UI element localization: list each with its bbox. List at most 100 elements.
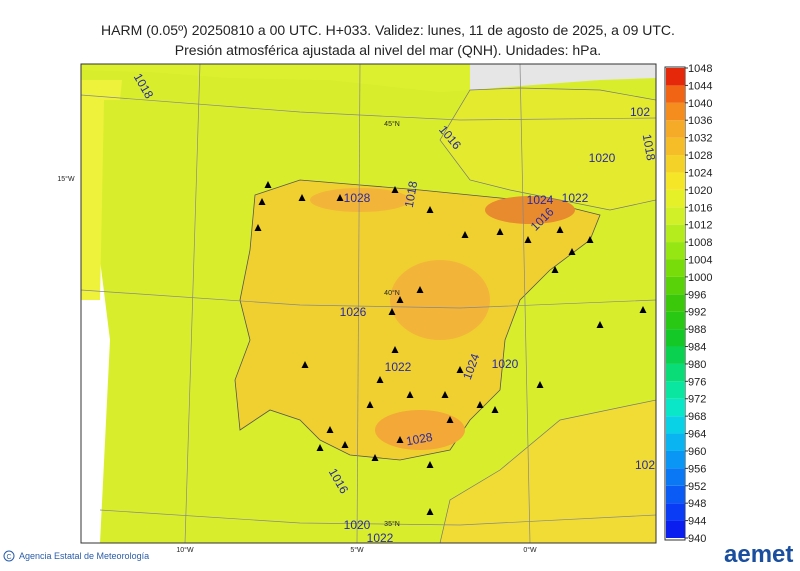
station: [301, 361, 309, 368]
map: [80, 63, 657, 544]
colorbar-label: 996: [688, 289, 706, 301]
station: [388, 308, 396, 315]
colorbar-segment: [666, 224, 685, 243]
colorbar-segment: [666, 207, 685, 225]
colorbar-segment: [666, 398, 685, 417]
title: HARM (0.05º) 20250810 a 00 UTC. H+033. V…: [101, 22, 675, 38]
colorbar-label: 1036: [688, 115, 712, 127]
contour-label: 1020: [589, 151, 616, 165]
colorbar-label: 988: [688, 324, 706, 336]
grid-label: 0°W: [523, 546, 537, 554]
station: [586, 236, 594, 243]
high-pressure-north: [310, 188, 410, 212]
colorbar-segment: [666, 311, 685, 330]
colorbar-label: 972: [688, 394, 706, 406]
grid-label: 15°W: [57, 175, 75, 183]
colorbar-label: 976: [688, 376, 706, 388]
colorbar-segment: [666, 102, 685, 121]
station: [441, 391, 449, 398]
contour-label: 1028: [405, 430, 434, 448]
station: [496, 228, 504, 235]
colorbar-segment: [666, 68, 685, 86]
colorbar-label: 968: [688, 411, 706, 423]
outside-domain-left: [81, 260, 110, 543]
sea-top: [81, 64, 470, 92]
colorbar-label: 956: [688, 463, 706, 475]
contour-label: 1024: [527, 193, 554, 207]
contour-label: 102: [635, 458, 655, 472]
meridian-5w: [356, 63, 361, 544]
station: [391, 346, 399, 353]
colorbar-segment: [666, 294, 685, 312]
station: [258, 198, 266, 205]
station: [298, 194, 306, 201]
colorbar-segment: [666, 189, 685, 208]
colorbar-label: 1020: [688, 185, 712, 197]
parallel-35: [99, 509, 657, 526]
station: [426, 508, 434, 515]
colorbar-segment: [666, 137, 685, 156]
colorbar-segment: [666, 276, 685, 295]
grid-label: 10°W: [176, 546, 194, 554]
meridian-10w: [184, 63, 201, 544]
high-pressure-pyrenees: [485, 196, 575, 224]
colorbar-segment: [666, 329, 685, 347]
stations: [254, 181, 647, 515]
colorbar-label: 984: [688, 342, 706, 354]
contour-label: 1018: [640, 133, 658, 162]
colorbar-label: 1012: [688, 220, 712, 232]
colorbar-label: 980: [688, 359, 706, 371]
high-pressure-center: [390, 260, 490, 340]
station: [426, 206, 434, 213]
colorbar-segment: [666, 363, 685, 382]
contour-label: 1026: [340, 305, 367, 319]
station: [476, 401, 484, 408]
station: [326, 426, 334, 433]
station: [461, 231, 469, 238]
colorbar-label: 992: [688, 307, 706, 319]
colorbar-segment: [666, 503, 685, 521]
grid-label: 40°N: [384, 289, 400, 297]
station: [254, 224, 262, 231]
station: [456, 366, 464, 373]
station: [316, 444, 324, 451]
map-frame: [80, 63, 657, 544]
colorbar-segment: [666, 450, 685, 469]
station: [551, 266, 559, 273]
colorbar-segment: [666, 381, 685, 399]
station: [406, 391, 414, 398]
colorbar-segment: [666, 468, 685, 486]
contour-label: 1028: [344, 191, 371, 205]
station: [639, 306, 647, 313]
contour-label: 1020: [492, 357, 519, 371]
colorbar-segment: [666, 120, 685, 138]
subtitle: Presión atmosférica ajustada al nivel de…: [175, 42, 601, 58]
colorbar-segment: [666, 346, 685, 364]
meridian-0: [519, 63, 531, 544]
station: [416, 286, 424, 293]
station: [536, 381, 544, 388]
colorbar-segment: [666, 155, 685, 173]
contour-label: 102: [630, 105, 650, 119]
station: [264, 181, 272, 188]
station: [336, 194, 344, 201]
station: [371, 454, 379, 461]
colorbar-label: 964: [688, 429, 706, 441]
contour-label: 1018: [402, 180, 420, 209]
colorbar-label: 1008: [688, 237, 712, 249]
station: [376, 376, 384, 383]
colorbar-label: 952: [688, 481, 706, 493]
colorbar-label: 1032: [688, 133, 712, 145]
station: [596, 321, 604, 328]
colorbar-segment: [666, 433, 685, 451]
station: [491, 406, 499, 413]
station: [396, 436, 404, 443]
station: [568, 248, 576, 255]
colorbar-label: 948: [688, 498, 706, 510]
colorbar-label: 1024: [688, 167, 712, 179]
high-pressure-south: [375, 410, 465, 450]
colorbar-segment: [666, 520, 685, 538]
domain-edge: [81, 80, 122, 300]
logo: aemet: [724, 541, 793, 566]
